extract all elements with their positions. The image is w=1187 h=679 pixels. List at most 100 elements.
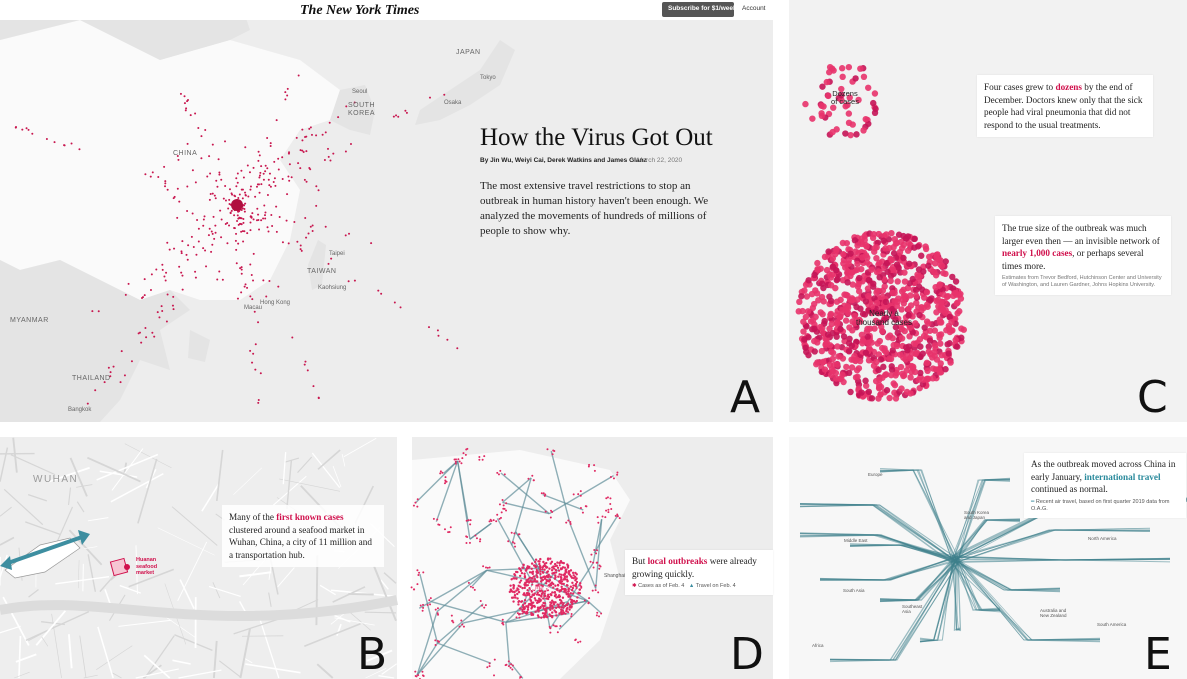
case-dot: [891, 389, 898, 396]
case-dot: [474, 534, 477, 537]
case-dot: [848, 364, 856, 371]
travel-dot: [257, 150, 260, 153]
street: [381, 663, 398, 675]
street: [319, 584, 336, 596]
subscribe-label[interactable]: Subscribe for $1/week: [668, 5, 737, 12]
case-dot: [439, 470, 442, 473]
travel-dot: [275, 205, 278, 208]
case-dot: [932, 272, 940, 279]
travel-dot: [436, 329, 439, 332]
travel-link: [469, 522, 492, 540]
travel-dot: [252, 252, 255, 255]
case-dot: [897, 323, 904, 331]
case-dot: [860, 73, 868, 81]
case-dot: [565, 584, 569, 587]
travel-link: [437, 603, 484, 644]
street: [364, 611, 397, 614]
travel-dot: [299, 149, 302, 152]
case-dot: [554, 584, 557, 587]
case-dot: [488, 520, 491, 523]
case-dot: [445, 480, 448, 483]
case-dot: [517, 603, 520, 606]
case-dot: [441, 471, 444, 474]
street: [41, 636, 49, 647]
case-dot: [563, 575, 567, 578]
region-label: Europe: [868, 472, 883, 477]
subscribe-button[interactable]: [662, 2, 734, 17]
case-dot: [838, 65, 846, 72]
street: [245, 663, 301, 674]
case-dot: [530, 562, 534, 565]
case-dot: [898, 335, 906, 342]
panel-letter: B: [357, 629, 388, 679]
case-dot: [933, 356, 941, 363]
travel-link: [593, 514, 619, 554]
case-dot: [574, 571, 577, 575]
case-dot: [546, 588, 550, 592]
case-dot: [924, 303, 931, 310]
travel-dot: [180, 271, 183, 274]
case-dot: [590, 553, 593, 556]
case-dot: [484, 566, 487, 569]
city-label: WUHAN: [33, 474, 79, 485]
case-dot: [918, 303, 925, 311]
travel-dot: [296, 240, 299, 243]
case-dot: [800, 318, 807, 325]
travel-dot: [249, 229, 252, 232]
street: [28, 588, 39, 598]
region-label: South America: [1097, 622, 1127, 627]
case-dot: [550, 593, 553, 597]
case-dot: [902, 235, 910, 242]
case-dot: [544, 611, 547, 614]
travel-dot: [264, 211, 267, 214]
case-dot: [938, 352, 945, 359]
case-dot: [574, 578, 578, 581]
text: , or perhaps several times more.: [1002, 248, 1144, 271]
travel-dot: [228, 188, 231, 191]
case-dot: [538, 587, 542, 590]
account[interactable]: Account: [742, 5, 766, 12]
case-dot: [920, 332, 928, 340]
case-dot: [908, 362, 915, 370]
street: [311, 452, 341, 489]
street: [27, 494, 48, 502]
case-dot: [900, 372, 907, 380]
travel-link: [416, 622, 464, 676]
case-dot: [559, 579, 562, 583]
case-dot: [515, 589, 518, 592]
case-dot: [853, 131, 860, 138]
travel-dot: [144, 173, 147, 176]
case-dot: [536, 599, 540, 603]
case-dot: [562, 606, 565, 609]
travel-dot: [205, 265, 208, 268]
case-dot: [443, 482, 446, 485]
travel-dot: [243, 208, 246, 211]
air-route: [957, 562, 962, 632]
street: [79, 635, 87, 679]
air-route: [951, 478, 1011, 558]
case-dot: [799, 307, 806, 315]
highlight: international travel: [1084, 471, 1161, 482]
case-dot: [579, 490, 582, 493]
street: [0, 536, 15, 546]
travel-dot: [240, 230, 243, 233]
case-dot: [883, 259, 891, 267]
headline: How the Virus Got Out: [480, 124, 713, 151]
case-dot: [596, 516, 599, 519]
travel-dot: [327, 262, 330, 265]
travel-dot: [428, 96, 431, 99]
case-dot: [547, 584, 550, 587]
street: [87, 517, 109, 522]
case-dot: [921, 324, 928, 331]
source: Estimates from Trevor Bedford, Hutchinso…: [1002, 275, 1162, 288]
travel-dot: [251, 298, 254, 301]
case-dot: [825, 248, 832, 255]
travel-dot: [220, 218, 223, 221]
case-dot: [542, 616, 546, 619]
case-dot: [553, 562, 557, 566]
case-dot: [925, 320, 932, 327]
case-dot: [551, 611, 554, 614]
travel-dot: [165, 320, 168, 323]
case-dot: [429, 597, 432, 600]
region-label: South Korea and Japan: [964, 510, 990, 520]
